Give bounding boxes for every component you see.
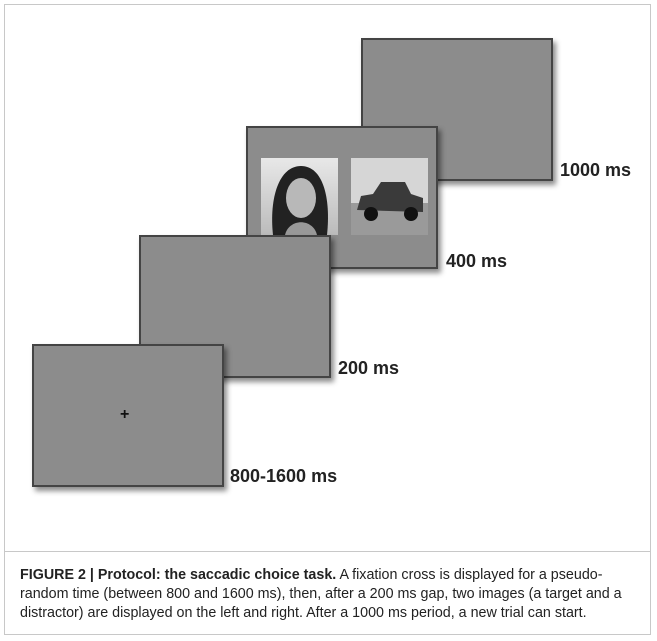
fixation-cross: +	[120, 406, 130, 423]
duration-label: 800-1600 ms	[230, 466, 338, 486]
duration-label: 400 ms	[446, 251, 508, 271]
separator	[4, 551, 651, 552]
face-image	[261, 158, 338, 235]
caption-title: FIGURE 2 | Protocol: the saccadic choice…	[20, 567, 337, 583]
screen: +	[32, 344, 224, 487]
duration-label: 1000 ms	[560, 160, 632, 180]
car-image	[351, 158, 428, 235]
caption-text: A fixation cross is displayed for a pseu…	[20, 567, 622, 621]
caption: FIGURE 2 | Protocol: the saccadic choice…	[20, 566, 640, 623]
figure-frame	[4, 4, 651, 635]
duration-label: 200 ms	[338, 358, 400, 378]
screen	[246, 126, 438, 269]
